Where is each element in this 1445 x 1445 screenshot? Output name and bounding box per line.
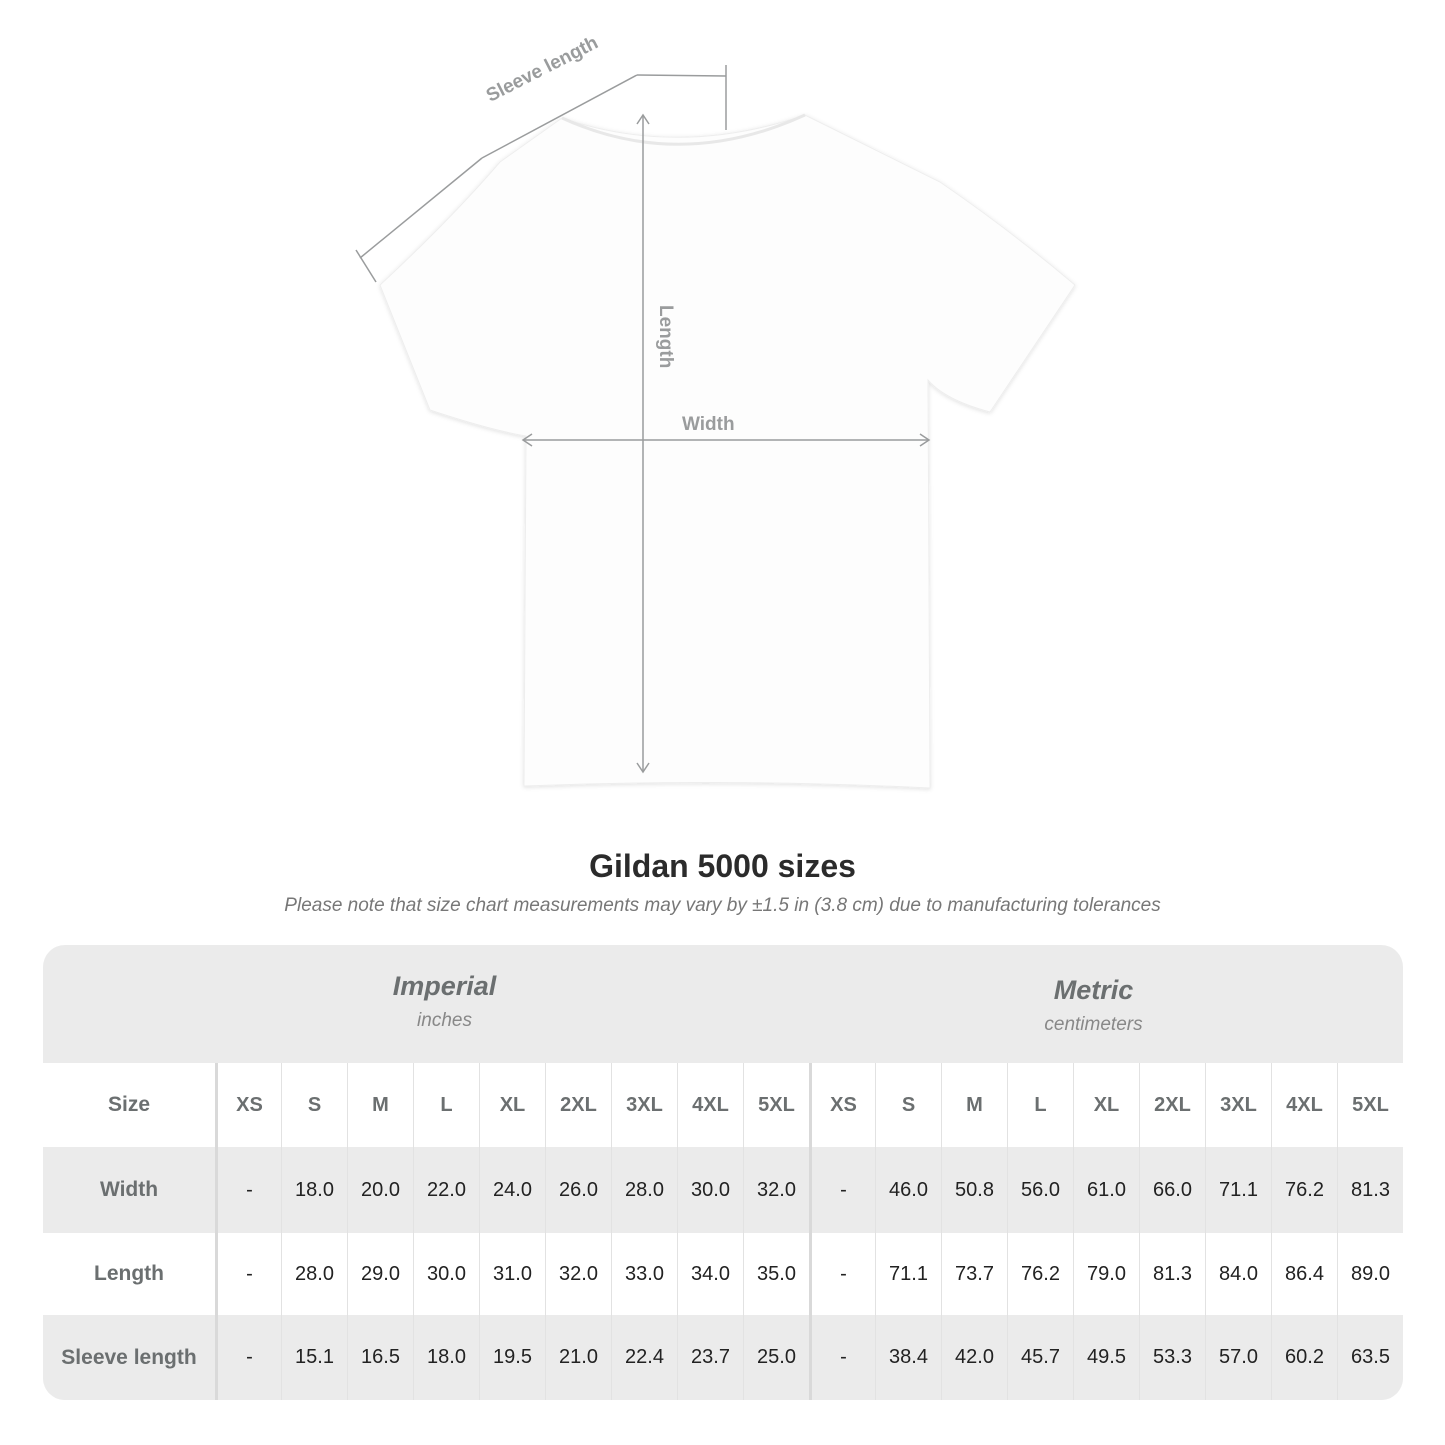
metric-size-3xl: 3XL	[1205, 1063, 1271, 1147]
table-cell: 76.2	[1007, 1233, 1073, 1315]
size-header: Size	[43, 1063, 215, 1147]
row-label-length: Length	[43, 1233, 215, 1315]
table-cell: 32.0	[743, 1147, 809, 1233]
length-label: Length	[655, 305, 676, 369]
table-cell: 23.7	[677, 1315, 743, 1400]
table-cell: 46.0	[875, 1147, 941, 1233]
imperial-size-m: M	[347, 1063, 413, 1147]
imperial-size-xl: XL	[479, 1063, 545, 1147]
page-title: Gildan 5000 sizes	[589, 848, 856, 884]
table-cell: 33.0	[611, 1233, 677, 1315]
table-cell: 57.0	[1205, 1315, 1271, 1400]
measure-lines	[355, 65, 931, 774]
sleeve-line	[359, 157, 483, 259]
imperial-unit: inches	[417, 1010, 472, 1031]
table-cell: 32.0	[545, 1233, 611, 1315]
imperial-header: Imperial inches	[215, 945, 674, 1063]
table-cell: 56.0	[1007, 1147, 1073, 1233]
metric-size-2xl: 2XL	[1139, 1063, 1205, 1147]
table-cell: 31.0	[479, 1233, 545, 1315]
row-label-sleeve-length: Sleeve length	[43, 1315, 215, 1400]
table-cell: 50.8	[941, 1147, 1007, 1233]
table-cell: 20.0	[347, 1147, 413, 1233]
table-cell: 79.0	[1073, 1233, 1139, 1315]
metric-size-s: S	[875, 1063, 941, 1147]
table-cell: 22.4	[611, 1315, 677, 1400]
imperial-size-l: L	[413, 1063, 479, 1147]
table-cell: 49.5	[1073, 1315, 1139, 1400]
tolerance-note: Please note that size chart measurements…	[284, 895, 1161, 916]
table-cell: 45.7	[1007, 1315, 1073, 1400]
table-cell: 26.0	[545, 1147, 611, 1233]
table-cell: 22.0	[413, 1147, 479, 1233]
metric-size-m: M	[941, 1063, 1007, 1147]
metric-size-l: L	[1007, 1063, 1073, 1147]
tshirt-diagram	[355, 65, 1076, 789]
imperial-size-5xl: 5XL	[743, 1063, 809, 1147]
table-cell: -	[809, 1233, 875, 1315]
imperial-size-3xl: 3XL	[611, 1063, 677, 1147]
table-cell: 66.0	[1139, 1147, 1205, 1233]
row-label-width: Width	[43, 1147, 215, 1233]
table-cell: 61.0	[1073, 1147, 1139, 1233]
table-cell: 25.0	[743, 1315, 809, 1400]
table-cell: 21.0	[545, 1315, 611, 1400]
table-cell: -	[809, 1147, 875, 1233]
table-cell: 28.0	[611, 1147, 677, 1233]
metric-header: Metric centimeters	[810, 945, 1377, 1063]
table-cell: 53.3	[1139, 1315, 1205, 1400]
table-cell: 34.0	[677, 1233, 743, 1315]
width-label: Width	[682, 414, 735, 435]
table-cell: -	[215, 1233, 281, 1315]
table-cell: 24.0	[479, 1147, 545, 1233]
table-cell: 73.7	[941, 1233, 1007, 1315]
imperial-title: Imperial	[392, 971, 497, 1001]
table-cell: 16.5	[347, 1315, 413, 1400]
table-cell: -	[809, 1315, 875, 1400]
table-cell: 28.0	[281, 1233, 347, 1315]
table-cell: 71.1	[1205, 1147, 1271, 1233]
metric-size-xl: XL	[1073, 1063, 1139, 1147]
table-cell: 18.0	[413, 1315, 479, 1400]
table-cell: -	[215, 1147, 281, 1233]
metric-title: Metric	[1053, 975, 1134, 1005]
table-cell: 84.0	[1205, 1233, 1271, 1315]
table-cell: 86.4	[1271, 1233, 1337, 1315]
table-cell: 76.2	[1271, 1147, 1337, 1233]
table-cell: 81.3	[1337, 1147, 1403, 1233]
metric-size-xs: XS	[809, 1063, 875, 1147]
imperial-size-s: S	[281, 1063, 347, 1147]
imperial-size-2xl: 2XL	[545, 1063, 611, 1147]
table-cell: 81.3	[1139, 1233, 1205, 1315]
metric-size-4xl: 4XL	[1271, 1063, 1337, 1147]
table-cell: 38.4	[875, 1315, 941, 1400]
table-cell: 60.2	[1271, 1315, 1337, 1400]
table-cell: 89.0	[1337, 1233, 1403, 1315]
imperial-size-4xl: 4XL	[677, 1063, 743, 1147]
table-cell: 29.0	[347, 1233, 413, 1315]
size-grid: Size XS S M L XL 2XL 3XL 4XL 5XL XS S M L XL 2XL 3XL 4XL 5…	[43, 1063, 1403, 1400]
table-cell: 19.5	[479, 1315, 545, 1400]
table-cell: 35.0	[743, 1233, 809, 1315]
table-cell: 30.0	[677, 1147, 743, 1233]
table-cell: 18.0	[281, 1147, 347, 1233]
table-cell: 15.1	[281, 1315, 347, 1400]
table-cell: -	[215, 1315, 281, 1400]
metric-unit: centimeters	[1044, 1014, 1143, 1035]
metric-size-5xl: 5XL	[1337, 1063, 1403, 1147]
table-cell: 71.1	[875, 1233, 941, 1315]
table-cell: 63.5	[1337, 1315, 1403, 1400]
table-cell: 30.0	[413, 1233, 479, 1315]
table-cell: 42.0	[941, 1315, 1007, 1400]
size-table: Imperial inches Metric centimeters Size X…	[43, 945, 1403, 1400]
tshirt-shape	[379, 114, 1076, 789]
imperial-size-xs: XS	[215, 1063, 281, 1147]
